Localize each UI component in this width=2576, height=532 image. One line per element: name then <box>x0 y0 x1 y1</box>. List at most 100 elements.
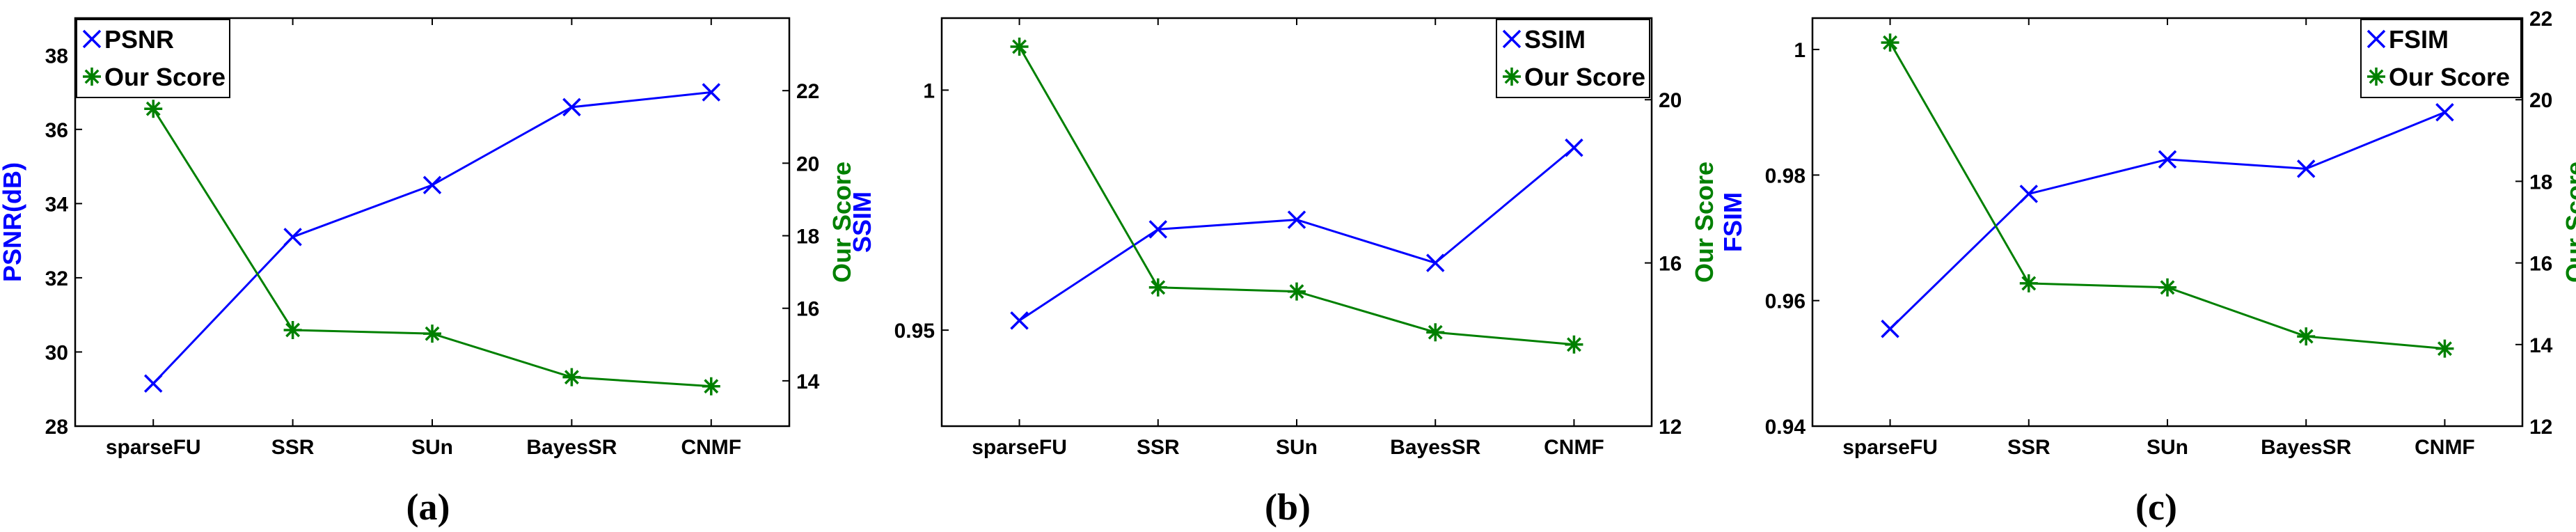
metric-point <box>1287 210 1306 229</box>
score-point <box>283 320 302 339</box>
x-tick-label: CNMF <box>1544 436 1604 459</box>
metric-point <box>2296 159 2316 178</box>
left-tick-label: 36 <box>45 119 68 142</box>
right-tick-label: 22 <box>2529 8 2552 31</box>
score-point <box>2435 339 2454 358</box>
right-axis-label: Our Score <box>828 162 856 283</box>
legend-label: FSIM <box>2389 25 2449 54</box>
legend: PSNR Our Score <box>76 19 230 98</box>
right-tick-label: 18 <box>2529 171 2552 194</box>
score-point <box>144 100 163 118</box>
chart-panel-1: sparseFU SSR SUn BayesSR CNMF 28 30 32 34 36 38 14 1… <box>0 17 856 528</box>
panel-label: (b) <box>1265 486 1311 528</box>
left-tick-label: 32 <box>45 267 68 290</box>
score-point <box>1010 38 1029 56</box>
x-tick-label: SSR <box>1137 436 1180 459</box>
right-tick-label: 12 <box>2529 416 2552 439</box>
x-tick-label: SSR <box>2007 436 2050 459</box>
x-tick-label: BayesSR <box>2261 436 2351 459</box>
legend-marker <box>1503 68 1521 86</box>
x-tick-label: sparseFU <box>972 436 1067 459</box>
metric-point <box>1565 138 1583 157</box>
score-point <box>702 377 720 396</box>
left-axis-label: FSIM <box>1718 192 1747 252</box>
score-point <box>562 368 581 386</box>
left-axis-label: SSIM <box>848 191 876 253</box>
left-axis-label: PSNR(dB) <box>0 162 26 282</box>
right-tick-label: 20 <box>2529 89 2552 112</box>
score-point <box>2297 327 2316 346</box>
metric-point <box>283 228 302 247</box>
legend-marker <box>2367 68 2385 86</box>
x-tick-label: SUn <box>1276 436 1318 459</box>
left-tick-label: 0.94 <box>1765 416 1806 439</box>
legend-label: Our Score <box>2389 63 2510 91</box>
score-point <box>1426 323 1445 342</box>
legend-box <box>1496 19 1650 98</box>
legend-marker <box>82 29 102 49</box>
legend-box <box>76 19 230 98</box>
score-point <box>1148 278 1167 297</box>
left-tick-label: 0.96 <box>1765 290 1805 313</box>
right-tick-label: 16 <box>1659 253 1682 276</box>
left-tick-label: 28 <box>45 416 68 439</box>
right-tick-label: 14 <box>796 370 820 393</box>
metric-point <box>562 97 581 117</box>
x-tick-label: SUn <box>411 436 453 459</box>
right-tick-label: 20 <box>1659 89 1682 112</box>
x-tick-label: CNMF <box>681 436 741 459</box>
metric-point <box>1881 320 1899 338</box>
score-point <box>2158 278 2176 297</box>
legend: SSIM Our Score <box>1496 19 1650 98</box>
right-tick-label: 22 <box>796 80 819 103</box>
legend-marker <box>1502 29 1522 49</box>
left-tick-label: 1 <box>1794 39 1805 62</box>
x-tick-label: SSR <box>271 436 315 459</box>
metric-point <box>422 175 442 194</box>
panel-label: (c) <box>2135 486 2177 528</box>
score-point <box>2019 274 2038 292</box>
x-tick-label: SUn <box>2147 436 2188 459</box>
left-tick-label: 38 <box>45 45 68 68</box>
score-point <box>1565 335 1583 354</box>
left-tick-label: 34 <box>45 193 69 216</box>
metric-point <box>1010 311 1029 330</box>
x-tick-label: BayesSR <box>526 436 617 459</box>
legend-label: Our Score <box>104 63 226 91</box>
legend-marker <box>83 68 101 86</box>
chart-panel-3: sparseFU SSR SUn BayesSR CNMF 0.94 0.96 0.98 1 12… <box>1718 8 2576 528</box>
legend-label: SSIM <box>1524 25 1586 54</box>
metric-point <box>2158 150 2177 169</box>
right-tick-label: 14 <box>2529 334 2553 357</box>
left-tick-label: 30 <box>45 341 68 364</box>
x-tick-label: sparseFU <box>106 436 201 459</box>
metric-point <box>702 83 721 102</box>
right-tick-label: 16 <box>796 298 819 321</box>
score-point <box>423 324 441 343</box>
left-tick-label: 0.95 <box>894 320 935 343</box>
right-tick-label: 20 <box>796 152 819 175</box>
series-line-score <box>152 108 711 388</box>
metric-point <box>1425 253 1445 272</box>
x-tick-label: BayesSR <box>1390 436 1480 459</box>
x-tick-label: CNMF <box>2415 436 2475 459</box>
right-axis-label: Our Score <box>2561 162 2576 283</box>
right-tick-label: 12 <box>1659 416 1682 439</box>
legend: FSIM Our Score <box>2360 19 2522 98</box>
legend-label: PSNR <box>104 25 174 54</box>
right-axis-label: Our Score <box>1690 162 1718 283</box>
x-tick-label: sparseFU <box>1842 436 1938 459</box>
metric-point <box>1148 220 1168 239</box>
score-point <box>1288 282 1306 301</box>
right-tick-label: 18 <box>796 226 819 249</box>
left-tick-label: 1 <box>923 79 935 102</box>
metric-point <box>2435 102 2454 122</box>
legend-label: Our Score <box>1524 63 1645 91</box>
metric-point <box>143 374 163 393</box>
chart-panel-2: sparseFU SSR SUn BayesSR CNMF 0.95 1 12 16 20 SSIM… <box>848 17 1718 528</box>
right-tick-label: 16 <box>2529 253 2552 276</box>
legend-marker <box>2366 29 2386 49</box>
metric-point <box>2019 185 2039 203</box>
left-tick-label: 0.98 <box>1765 164 1805 187</box>
